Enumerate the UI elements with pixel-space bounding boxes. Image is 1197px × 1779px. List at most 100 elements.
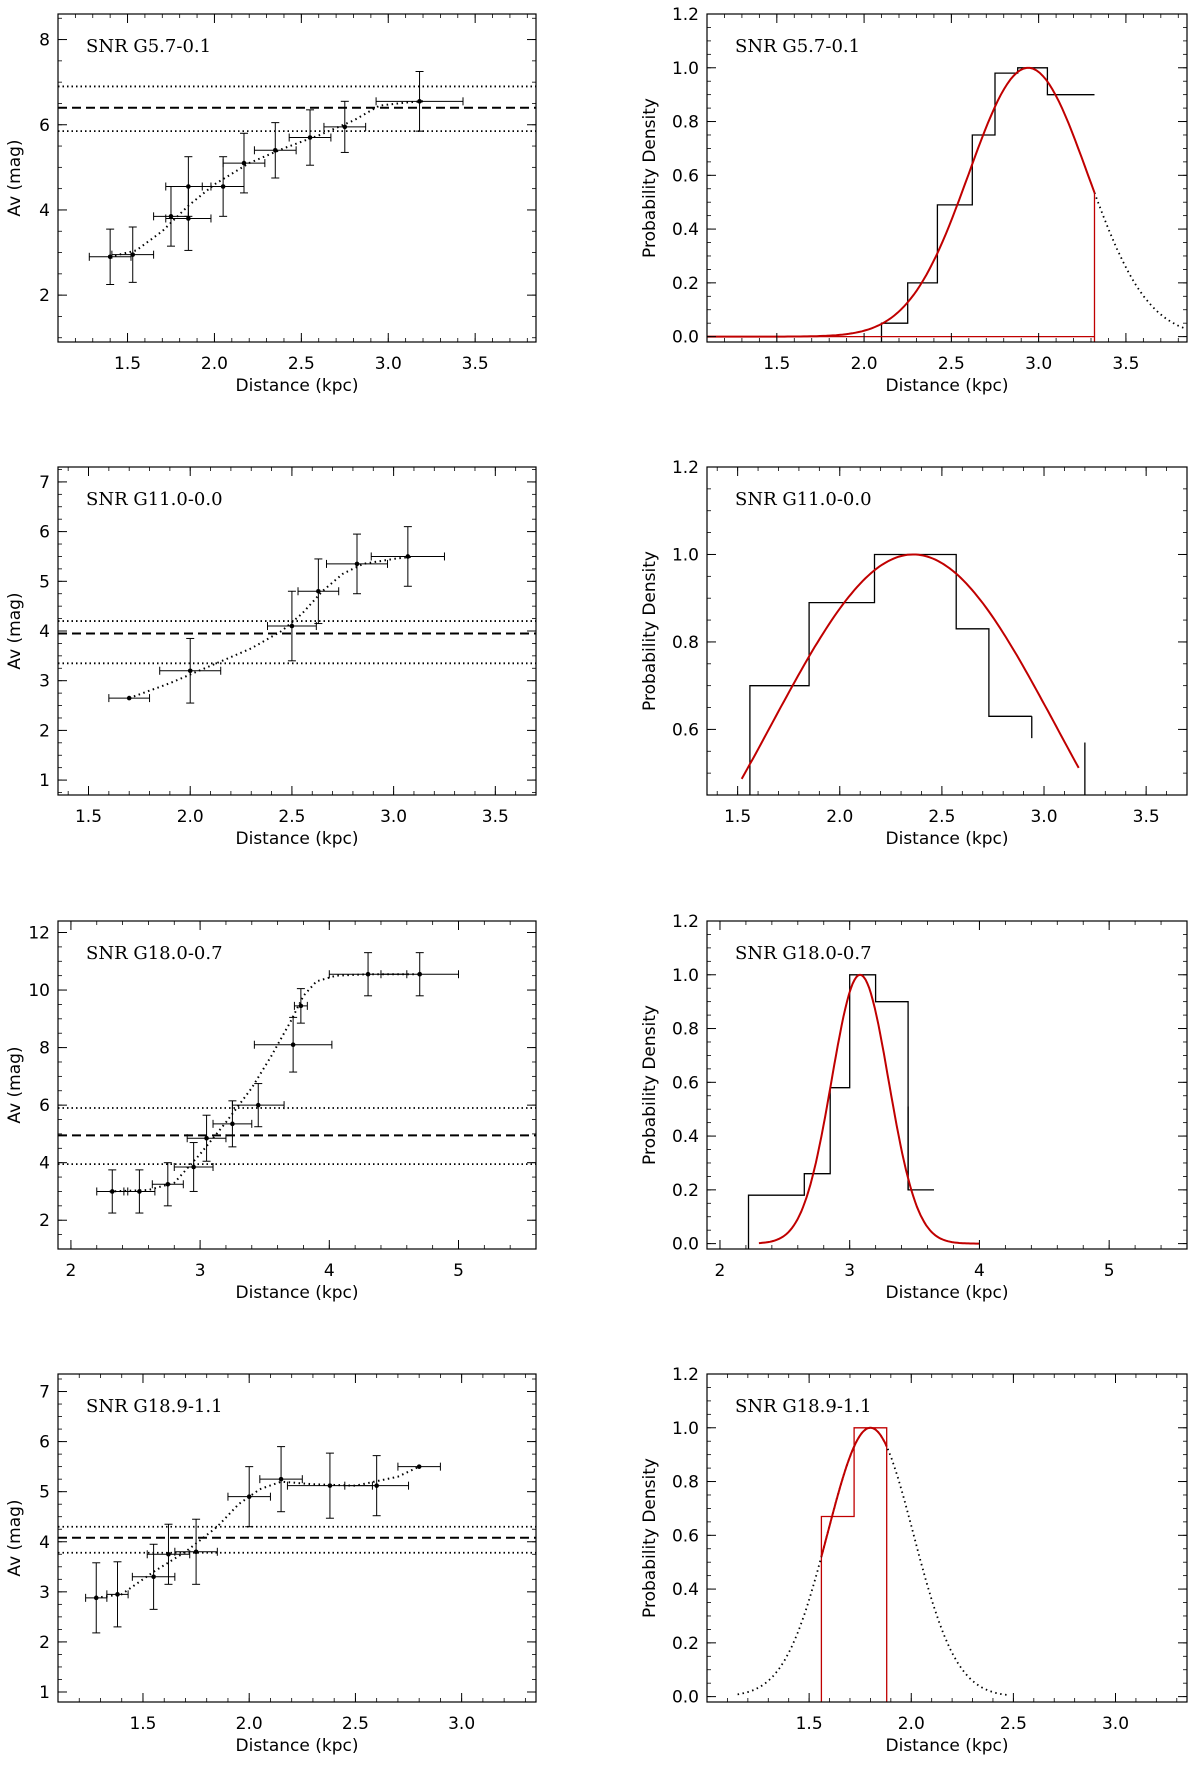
x-tick-label: 3.5 (1112, 354, 1139, 374)
y-tick-label: 0.4 (672, 1127, 699, 1147)
panel-annotation: SNR G18.0-0.7 (86, 943, 223, 964)
plot-area (740, 553, 1086, 795)
chart-g180_av: 2 3 4 5 2 4 6 8 10 12 Distance (kpc) Av (mag) SNR G1… (5, 920, 537, 1303)
data-point (231, 1083, 285, 1128)
x-tick-label: 3.0 (380, 807, 407, 827)
plot-frame (706, 1373, 1188, 1703)
plot-frame (706, 920, 1188, 1250)
chart-g57_pdf: 1.5 2.0 2.5 3.0 3.5 0.0 0.2 0.4 0.6 0.8 1.0 1.2 Dist… (640, 5, 1188, 396)
minor-ticks (707, 466, 1188, 796)
point-marker (272, 148, 278, 153)
x-tick-label: 1.5 (75, 807, 102, 827)
y-tick-label: 1 (39, 771, 50, 791)
minor-ticks (706, 1373, 1187, 1702)
x-tick-label: 4 (324, 1261, 335, 1281)
x-tick-label: 2.0 (177, 807, 204, 827)
gaussian-fit (758, 973, 980, 1245)
y-tick-label: 1.2 (672, 458, 699, 478)
y-tick-label: 1.2 (672, 1365, 699, 1385)
minor-ticks (706, 13, 1187, 342)
model-curve (109, 100, 424, 258)
y-tick-label: 10 (28, 981, 50, 1001)
x-tick-label: 3.5 (482, 807, 509, 827)
x-axis-label: Distance (kpc) (886, 1736, 1009, 1756)
y-tick-label: 2 (39, 1211, 50, 1231)
data-point (222, 132, 266, 194)
chart-g110_av: 1.5 2.0 2.5 3.0 3.5 1 2 3 4 5 6 7 Distance (kpc) Av (… (5, 466, 537, 849)
plot-frame (57, 920, 537, 1250)
point-marker (186, 184, 191, 189)
point-marker (416, 1464, 422, 1469)
y-tick-label: 8 (39, 1039, 50, 1059)
point-marker (307, 135, 313, 140)
minor-ticks (57, 14, 536, 342)
model-curve (109, 973, 420, 1193)
point-marker (289, 623, 295, 629)
model-curve (128, 555, 415, 700)
y-tick-label: 7 (39, 473, 50, 493)
x-axis-label: Distance (kpc) (886, 1283, 1009, 1303)
point-marker (130, 252, 136, 257)
y-tick-label: 0.6 (672, 1073, 699, 1093)
point-marker (246, 1494, 252, 1499)
plot-area (58, 1446, 536, 1634)
plot-area (58, 71, 536, 285)
plot-area (707, 66, 1187, 342)
data-point (186, 1114, 227, 1162)
y-tick-label: 4 (39, 1533, 50, 1553)
data-point (146, 1523, 191, 1585)
x-axis-label: Distance (kpc) (886, 376, 1009, 396)
y-tick-label: 1.0 (672, 966, 699, 986)
point-marker (204, 1135, 209, 1141)
x-tick-label: 1.5 (796, 1714, 823, 1734)
plot-area (747, 973, 980, 1249)
point-marker (107, 254, 113, 260)
y-tick-label: 0.8 (672, 633, 699, 653)
x-axis-label: Distance (kpc) (236, 1736, 359, 1756)
point-marker (417, 971, 423, 977)
data-point (108, 694, 151, 703)
x-tick-label: 2.0 (898, 1714, 925, 1734)
y-tick-label: 0.0 (672, 1235, 699, 1255)
data-point (323, 100, 367, 153)
point-marker (278, 1476, 284, 1482)
y-tick-label: 0.4 (672, 220, 699, 240)
data-point (88, 228, 132, 285)
point-marker (354, 561, 360, 567)
plot-frame (57, 1373, 537, 1703)
y-tick-label: 0.6 (672, 166, 699, 186)
x-tick-label: 1.5 (724, 807, 751, 827)
histogram (749, 553, 1032, 795)
minor-ticks (58, 467, 537, 795)
x-tick-label: 3.0 (1025, 354, 1052, 374)
gaussian-fit (707, 66, 1096, 338)
point-marker (241, 160, 247, 166)
gaussian-extension (737, 1426, 1010, 1697)
y-tick-label: 0.8 (672, 1020, 699, 1040)
point-marker (220, 184, 226, 189)
point-marker (290, 1042, 296, 1048)
data-point (131, 1543, 176, 1610)
point-marker (109, 1189, 115, 1194)
y-tick-label: 2 (39, 721, 50, 741)
data-point (267, 590, 317, 662)
data-point (288, 109, 332, 166)
point-marker (151, 1574, 156, 1580)
chart-g57_av: 1.5 2.0 2.5 3.0 3.5 2 4 6 8 Distance (kpc) Av (mag… (5, 13, 537, 396)
y-tick-label: 0.4 (672, 1580, 699, 1600)
panel-annotation: SNR G11.0-0.0 (735, 489, 872, 510)
point-marker (93, 1595, 99, 1601)
data-point (151, 1162, 184, 1207)
y-axis-label: Av (mag) (5, 1499, 25, 1576)
y-tick-label: 2 (39, 286, 50, 306)
y-tick-label: 5 (39, 1483, 50, 1503)
point-marker (327, 1483, 333, 1488)
chart-g180_pdf: 2 3 4 5 0.0 0.2 0.4 0.6 0.8 1.0 1.2 Distance (kpc) P… (640, 912, 1188, 1303)
y-tick-label: 12 (28, 924, 50, 944)
point-marker (298, 1003, 304, 1009)
x-tick-label: 2 (66, 1261, 77, 1281)
x-tick-label: 2.5 (938, 354, 965, 374)
x-tick-label: 2.0 (201, 354, 228, 374)
y-axis-label: Av (mag) (5, 139, 25, 216)
point-marker (316, 588, 321, 594)
